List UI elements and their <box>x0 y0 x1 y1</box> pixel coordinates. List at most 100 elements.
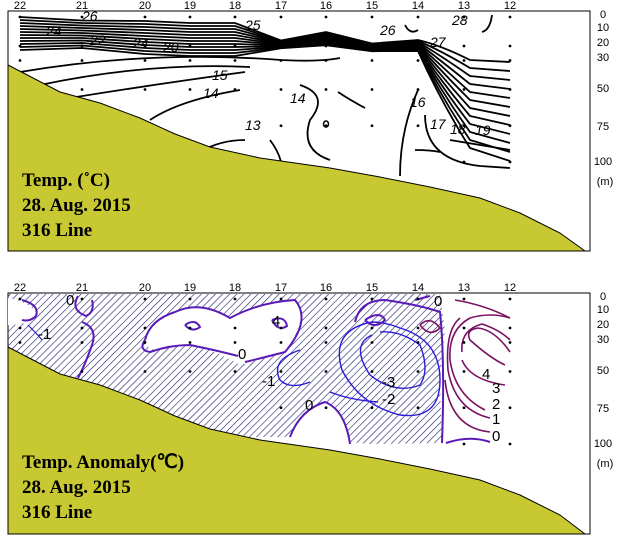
sample-point <box>233 15 237 19</box>
sample-point <box>370 406 374 410</box>
sample-point <box>233 341 237 344</box>
sample-point <box>188 370 192 373</box>
sample-point <box>188 44 192 48</box>
isotherm <box>19 41 511 144</box>
sample-point <box>279 124 283 128</box>
sample-point <box>416 341 420 344</box>
sample-point <box>508 59 512 62</box>
temperature-contours <box>19 14 511 181</box>
sample-point <box>143 326 147 330</box>
sample-point <box>370 124 374 128</box>
contour-label: 24 <box>132 35 149 51</box>
depth-tick: 50 <box>597 365 609 377</box>
contour-label: 0 <box>434 293 442 310</box>
contour-label: 25 <box>244 17 261 33</box>
depth-tick: 20 <box>597 37 609 49</box>
isotherm <box>19 28 511 99</box>
sample-point <box>462 406 466 410</box>
sample-point <box>416 88 420 91</box>
sample-point <box>508 124 512 128</box>
anomaly-contours <box>21 295 511 445</box>
sample-point <box>508 15 512 19</box>
sample-point <box>143 341 147 344</box>
contour-label: 28 <box>451 12 468 28</box>
sample-point <box>508 326 512 330</box>
depth-tick: 0 <box>600 9 606 21</box>
sample-point <box>324 326 328 330</box>
isotherm <box>19 44 511 162</box>
sample-point <box>462 341 466 344</box>
isotherm <box>337 91 366 109</box>
station-label: 22 <box>14 0 26 12</box>
isotherm <box>424 114 511 169</box>
contour-label: 20 <box>162 39 179 55</box>
sample-point <box>462 370 466 373</box>
sample-point <box>80 88 84 91</box>
sample-point <box>80 15 84 19</box>
contour-label: 18 <box>450 121 466 137</box>
depth-tick: 100 <box>594 438 612 450</box>
station-label: 21 <box>76 0 88 12</box>
contour-label: 26 <box>81 8 98 24</box>
contour-label: -1 <box>38 326 51 343</box>
sample-point <box>508 297 512 301</box>
contour-label: 14 <box>290 90 306 106</box>
contour-label: 27 <box>429 34 447 50</box>
sample-point <box>324 15 328 19</box>
isotherm <box>404 14 493 33</box>
depth-tick: 100 <box>594 156 612 168</box>
sample-point <box>416 370 420 373</box>
sample-point <box>233 88 237 91</box>
station-label: 19 <box>184 282 196 294</box>
station-label: 13 <box>458 282 470 294</box>
depth-tick: 0 <box>600 291 606 303</box>
sample-point <box>80 44 84 48</box>
sample-point <box>188 88 192 91</box>
isotherm <box>399 89 419 177</box>
sample-point <box>324 297 328 301</box>
contour-label: -1 <box>262 373 275 390</box>
sample-point <box>80 297 84 301</box>
sample-point <box>188 297 192 301</box>
station-label: 21 <box>76 282 88 294</box>
sample-point <box>416 326 420 330</box>
isotherm <box>449 139 511 151</box>
isotherm <box>20 37 511 126</box>
sample-point <box>462 59 466 62</box>
sample-point <box>508 160 512 164</box>
contour-label: 24 <box>45 23 62 39</box>
station-label: 15 <box>366 0 378 12</box>
station-label: 14 <box>412 282 424 294</box>
contour-label: 0 <box>238 346 246 363</box>
sample-point <box>370 44 374 48</box>
station-label: 18 <box>229 0 241 12</box>
contour-label: 26 <box>379 22 396 38</box>
depth-tick: 20 <box>597 319 609 331</box>
sample-point <box>279 15 283 19</box>
contour-label: 19 <box>475 122 491 138</box>
sample-point <box>416 59 420 62</box>
sample-point <box>324 124 328 128</box>
temperature-panel: 22 21 20 19 18 17 16 15 14 13 12 01020305075100(m)… <box>7 0 613 252</box>
station-label: 16 <box>320 0 332 12</box>
sample-point <box>279 59 283 62</box>
sample-point <box>324 59 328 62</box>
isotherm <box>19 55 341 73</box>
sample-point <box>18 44 22 48</box>
contour-label: 3 <box>492 380 500 397</box>
isotherm <box>19 16 511 63</box>
depth-tick: 30 <box>597 52 609 64</box>
sample-point <box>416 406 420 410</box>
sample-point <box>233 59 237 62</box>
sample-point <box>233 297 237 301</box>
sample-point <box>370 326 374 330</box>
sample-point <box>143 44 147 48</box>
sample-point <box>324 44 328 48</box>
station-labels: 22 21 20 19 18 17 16 15 14 13 12 <box>14 0 516 164</box>
sample-point <box>416 297 420 301</box>
sample-point <box>143 88 147 91</box>
depth-tick: 75 <box>597 121 609 133</box>
sample-point <box>279 297 283 301</box>
